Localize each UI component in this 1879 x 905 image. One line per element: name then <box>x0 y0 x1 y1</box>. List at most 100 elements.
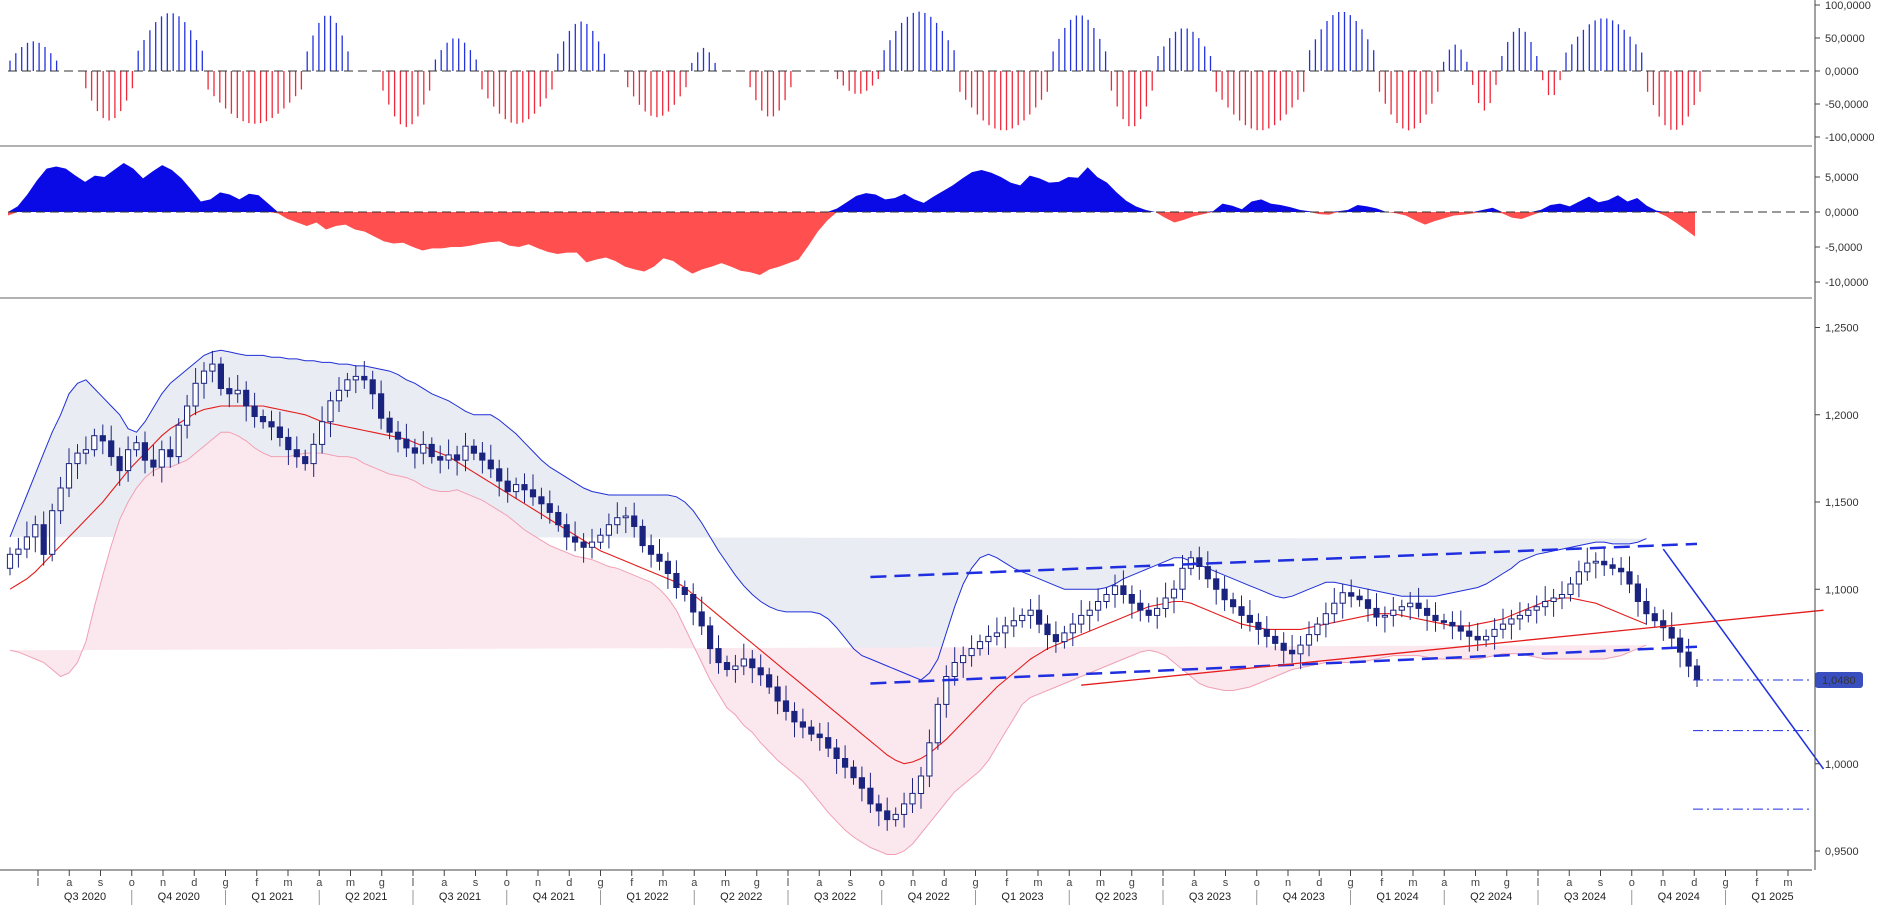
candle-body <box>976 641 984 650</box>
candle-body <box>378 393 385 419</box>
candle-body <box>1348 592 1355 597</box>
price-panel: 1,25001,20001,15001,10001,05001,00000,95… <box>6 323 1863 858</box>
candle-body <box>40 524 47 555</box>
candle-body <box>200 370 208 384</box>
candle-body <box>1078 614 1085 625</box>
month-label: m <box>1408 877 1417 889</box>
candle-body <box>588 541 596 548</box>
candle-body <box>1668 627 1675 639</box>
month-label: m <box>658 877 667 889</box>
month-label: d <box>941 877 947 889</box>
candle-body <box>563 524 570 538</box>
candle-body <box>664 560 671 574</box>
candle-body <box>521 484 528 491</box>
candle-body <box>1179 567 1186 590</box>
candle-body <box>901 803 908 815</box>
candle-body <box>1061 632 1068 643</box>
month-label: g <box>1504 877 1510 889</box>
candle-body <box>698 611 705 627</box>
candle-body <box>57 487 64 512</box>
candle-body <box>1095 601 1102 611</box>
month-label: d <box>191 877 197 889</box>
candle-body <box>1322 613 1329 625</box>
candle-body <box>1052 634 1060 643</box>
candle-body <box>496 468 503 482</box>
candle-body <box>740 658 747 667</box>
candle-body <box>1558 594 1566 599</box>
candle-body <box>808 726 815 735</box>
candle-body <box>884 810 891 821</box>
month-label: s <box>98 877 104 889</box>
candle-body <box>184 405 191 426</box>
candle-body <box>513 484 520 493</box>
candle-body <box>1491 628 1498 637</box>
candle-body <box>150 459 157 468</box>
candle-body <box>1634 583 1642 602</box>
month-label: f <box>630 877 634 889</box>
candle-body <box>1609 564 1616 569</box>
month-label: o <box>129 877 135 889</box>
candle-body <box>766 674 773 688</box>
candle-body <box>749 658 756 669</box>
month-label: m <box>1033 877 1042 889</box>
falling-trendline <box>1662 548 1825 770</box>
month-label: g <box>597 877 603 889</box>
candle-body <box>1618 567 1625 573</box>
candle-body <box>99 435 106 442</box>
candle-body <box>943 676 950 705</box>
month-label: f <box>1005 877 1009 889</box>
quarter-label: Q3 2023 <box>1189 891 1231 903</box>
candle-body <box>411 447 418 454</box>
y-tick-label: 1,2000 <box>1825 410 1859 422</box>
candle-body <box>681 587 688 595</box>
candle-body <box>1525 609 1532 616</box>
candle-body <box>1356 595 1363 601</box>
month-label: d <box>566 877 572 889</box>
month-label: a <box>816 877 823 889</box>
month-label: m <box>1783 877 1792 889</box>
upper-band-fill <box>10 350 1647 680</box>
candle-body <box>369 379 376 395</box>
candle-body <box>302 456 309 465</box>
candle-body <box>1550 597 1557 602</box>
candle-body <box>192 382 199 407</box>
candle-body <box>850 766 857 779</box>
candle-body <box>597 534 604 543</box>
y-tick-label: 1,2500 <box>1825 323 1859 335</box>
candle-body <box>1145 609 1152 616</box>
candle-body <box>386 417 393 433</box>
candle-body <box>799 721 806 728</box>
month-label: n <box>535 877 541 889</box>
y-tick-label: 0,9500 <box>1825 846 1859 858</box>
candle-body <box>1466 630 1473 637</box>
candle-body <box>327 400 334 423</box>
candle-body <box>614 517 621 526</box>
y-tick-label: -100,0000 <box>1825 132 1875 144</box>
candle-body <box>1238 606 1245 616</box>
candle-body <box>1601 560 1608 566</box>
candle-body <box>1230 599 1237 608</box>
quarter-label: Q1 2023 <box>1001 891 1043 903</box>
quarter-label: Q2 2022 <box>720 891 762 903</box>
candle-body <box>462 445 469 461</box>
quarter-label: Q3 2020 <box>64 891 106 903</box>
month-label: a <box>1441 877 1448 889</box>
quarter-label: Q1 2024 <box>1376 891 1418 903</box>
candle-body <box>1373 607 1380 618</box>
candle-body <box>1246 614 1254 623</box>
candle-body <box>1263 628 1270 637</box>
candle-body <box>268 421 275 428</box>
candle-body <box>285 436 292 451</box>
candle-body <box>985 635 992 643</box>
positive-area <box>8 163 1695 212</box>
quarter-label: Q4 2021 <box>533 891 575 903</box>
month-label: g <box>754 877 760 889</box>
candle-body <box>1154 607 1161 616</box>
candle-body <box>49 510 56 555</box>
month-label: l <box>1162 877 1164 889</box>
candle-body <box>1289 649 1296 655</box>
candle-body <box>1170 588 1178 599</box>
candle-body <box>344 379 351 391</box>
candle-body <box>243 389 250 407</box>
